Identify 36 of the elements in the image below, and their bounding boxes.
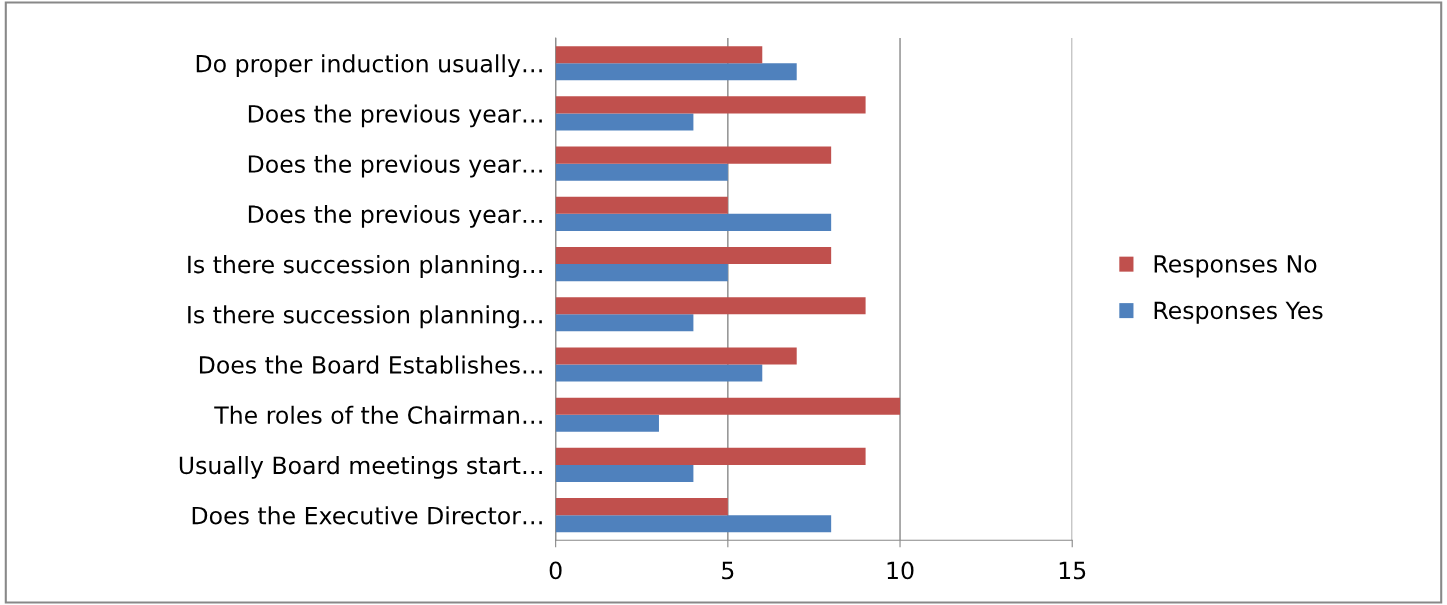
bar	[555, 96, 866, 114]
y-tick-label: Do proper induction usually…	[196, 54, 542, 78]
bar	[555, 498, 728, 516]
bar	[555, 163, 728, 181]
y-tick-label: Does the previous year…	[248, 204, 542, 228]
bar	[555, 146, 832, 164]
bar	[555, 297, 866, 315]
bar	[555, 464, 694, 483]
y-tick-label: Does the previous year…	[248, 154, 542, 178]
bar	[555, 113, 694, 131]
bar	[555, 447, 866, 465]
y-tick-label: Is there succession planning…	[188, 305, 542, 329]
bar	[555, 414, 659, 432]
bar	[555, 46, 763, 64]
y-tick-label: Is there succession planning…	[188, 255, 542, 278]
y-tick-label: Does the Executive Director…	[192, 506, 542, 525]
x-tick-label: 5	[722, 561, 734, 580]
y-tick-label: Does the previous year…	[248, 104, 542, 128]
x-tick-label: 15	[1059, 561, 1086, 580]
bar	[555, 347, 797, 365]
bar	[555, 264, 728, 282]
legend-label: Responses Yes	[1154, 301, 1323, 324]
bar	[555, 213, 832, 231]
legend-label: Responses No	[1154, 255, 1317, 278]
x-tick-label: 10	[887, 561, 914, 580]
y-tick-label: Does the Board Establishes…	[199, 355, 542, 374]
y-tick-label: The roles of the Chairman…	[214, 405, 542, 425]
x-tick-label: 0	[549, 561, 562, 580]
bar	[555, 364, 763, 382]
bar	[555, 314, 694, 332]
bar	[555, 515, 832, 533]
y-tick-label: Usually Board meetings start…	[179, 455, 542, 479]
bar	[555, 63, 797, 81]
bar	[555, 247, 832, 265]
bar	[555, 196, 728, 214]
bar	[555, 397, 901, 415]
